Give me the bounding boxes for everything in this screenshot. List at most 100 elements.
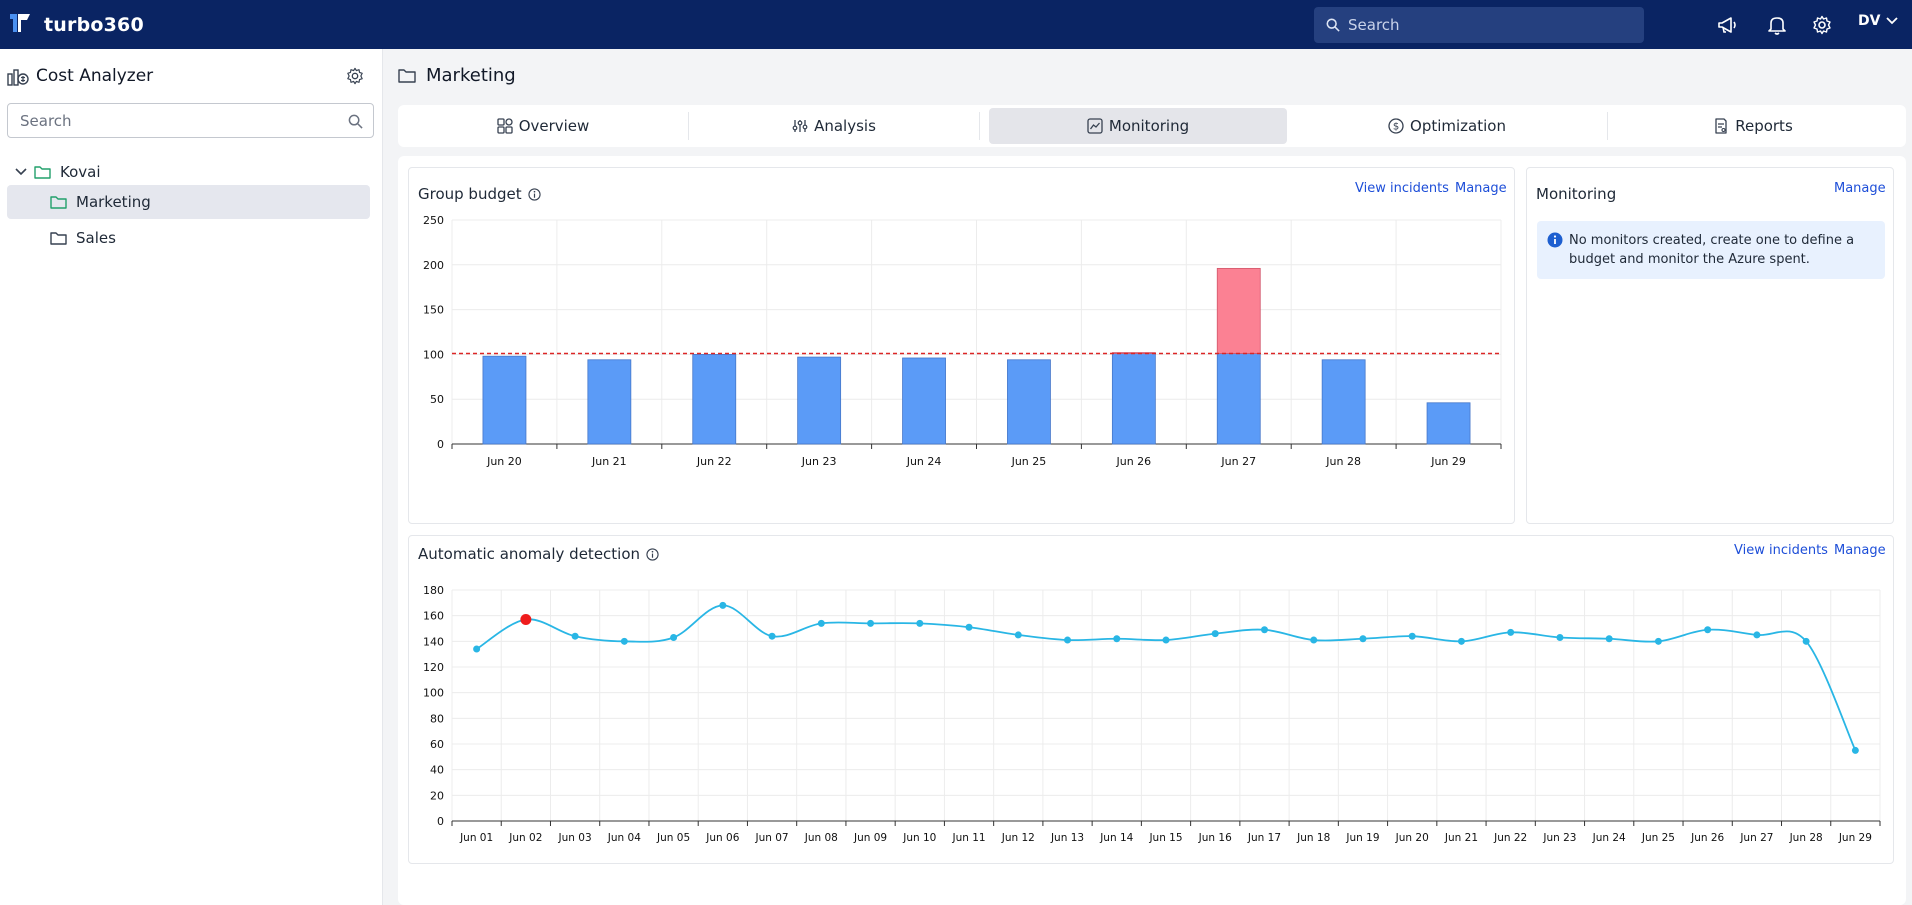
global-search-input[interactable]	[1348, 16, 1628, 34]
folder-icon	[50, 196, 67, 209]
tab-analysis[interactable]: Analysis	[689, 108, 979, 144]
data-point	[1014, 631, 1022, 639]
tab-overview[interactable]: Overview	[398, 108, 688, 144]
chevron-down-icon[interactable]	[14, 167, 28, 177]
bar	[902, 357, 946, 445]
chevron-down-icon	[1886, 17, 1899, 25]
tab-bar: Overview Analysis Monitoring $ Optimizat…	[398, 105, 1906, 147]
global-search[interactable]	[1314, 7, 1644, 43]
data-point	[1162, 636, 1170, 644]
x-tick-label: Jun 03	[558, 832, 592, 844]
tree-item-label: Kovai	[60, 163, 101, 181]
x-tick-label: Jun 24	[906, 455, 942, 468]
y-tick-label: 0	[437, 438, 444, 451]
bell-icon[interactable]	[1765, 13, 1789, 37]
tree-item-marketing[interactable]: Marketing	[7, 185, 370, 219]
info-icon[interactable]	[527, 187, 541, 201]
tree-item-kovai[interactable]: Kovai	[14, 161, 101, 183]
y-tick-label: 100	[423, 687, 444, 700]
x-tick-label: Jun 28	[1789, 832, 1823, 844]
tab-divider	[688, 112, 689, 140]
tab-reports[interactable]: Reports	[1608, 108, 1898, 144]
bar	[1321, 359, 1366, 445]
folder-icon	[50, 232, 67, 245]
tree-item-sales[interactable]: Sales	[50, 227, 116, 249]
sidebar: Cost Analyzer Kovai Marketing Sales	[0, 49, 383, 905]
tab-divider	[979, 112, 980, 140]
data-point	[571, 632, 579, 640]
group-budget-title-text: Group budget	[418, 185, 522, 203]
data-point	[1851, 746, 1859, 754]
x-tick-label: Jun 09	[853, 832, 887, 844]
x-tick-label: Jun 22	[696, 455, 732, 468]
x-tick-label: Jun 06	[705, 832, 739, 844]
data-point	[1704, 626, 1712, 634]
data-point	[1457, 637, 1465, 645]
x-tick-label: Jun 16	[1198, 832, 1232, 844]
x-tick-label: Jun 27	[1220, 455, 1256, 468]
data-point	[1310, 636, 1318, 644]
search-icon	[1326, 18, 1340, 32]
data-point	[1507, 628, 1515, 636]
manage-link[interactable]: Manage	[1834, 181, 1886, 196]
x-tick-label: Jun 15	[1148, 832, 1182, 844]
info-filled-icon	[1547, 232, 1563, 248]
data-point	[1260, 626, 1268, 634]
y-tick-label: 180	[423, 584, 444, 597]
y-tick-label: 250	[423, 214, 444, 227]
x-tick-label: Jun 25	[1641, 832, 1675, 844]
megaphone-icon[interactable]	[1716, 13, 1740, 37]
data-point	[1064, 636, 1072, 644]
data-point	[916, 619, 924, 627]
x-tick-label: Jun 21	[591, 455, 627, 468]
data-point	[1113, 635, 1121, 643]
analysis-icon	[792, 120, 808, 132]
anomaly-detection-panel: Automatic anomaly detection View inciden…	[408, 535, 1894, 864]
user-menu[interactable]: DV	[1858, 13, 1899, 29]
tab-divider	[1607, 112, 1608, 140]
tree-item-label: Sales	[76, 229, 116, 247]
data-point	[1556, 633, 1564, 641]
monitoring-icon	[1087, 118, 1103, 134]
view-incidents-link[interactable]: View incidents	[1355, 181, 1449, 196]
sidebar-search-input[interactable]	[20, 111, 340, 130]
logo-icon	[8, 11, 32, 39]
x-tick-label: Jun 23	[1542, 832, 1576, 844]
bar	[1007, 359, 1051, 445]
tab-monitoring[interactable]: Monitoring	[989, 108, 1287, 144]
monitoring-title: Monitoring	[1536, 185, 1616, 203]
group-budget-chart: 0 50 100 150 200 250 Jun 20 Jun 21 Jun 22 Jun 23 J…	[423, 214, 1502, 468]
x-tick-label: Jun 08	[804, 832, 838, 844]
y-tick-label: 40	[430, 764, 444, 777]
bar	[1216, 353, 1261, 445]
folder-open-icon	[34, 166, 51, 179]
overview-icon	[497, 118, 513, 134]
tab-label: Analysis	[814, 117, 876, 135]
tree-item-label: Marketing	[76, 193, 151, 211]
no-monitors-notice: No monitors created, create one to defin…	[1537, 221, 1885, 279]
tab-optimization[interactable]: $ Optimization	[1287, 108, 1607, 144]
manage-link[interactable]: Manage	[1834, 543, 1886, 558]
info-icon[interactable]	[646, 547, 659, 561]
y-tick-label: 150	[423, 304, 444, 317]
anomaly-detection-chart: 0 20 40 60 80 100 120 140 160 180 Jun 01 Jun 02 Jun …	[423, 584, 1881, 844]
gear-icon[interactable]	[1810, 13, 1834, 37]
x-tick-label: Jun 20	[1395, 832, 1429, 844]
monitoring-title-text: Monitoring	[1536, 185, 1617, 203]
x-tick-label: Jun 10	[902, 832, 936, 844]
manage-link[interactable]: Manage	[1455, 181, 1507, 196]
settings-gear-icon[interactable]	[346, 67, 364, 85]
brand[interactable]: turbo360	[8, 11, 144, 39]
x-tick-label: Jun 07	[755, 832, 789, 844]
sidebar-title: Cost Analyzer	[36, 66, 154, 86]
y-tick-label: 0	[437, 815, 444, 828]
bar	[1426, 402, 1471, 445]
anomaly-detection-title: Automatic anomaly detection	[418, 545, 659, 563]
tab-label: Monitoring	[1108, 117, 1190, 135]
bar	[482, 355, 527, 445]
y-tick-label: 80	[430, 712, 444, 725]
view-incidents-link[interactable]: View incidents	[1734, 543, 1828, 558]
data-point	[1654, 637, 1662, 645]
sidebar-search[interactable]	[7, 103, 374, 138]
x-tick-label: Jun 11	[951, 832, 985, 844]
